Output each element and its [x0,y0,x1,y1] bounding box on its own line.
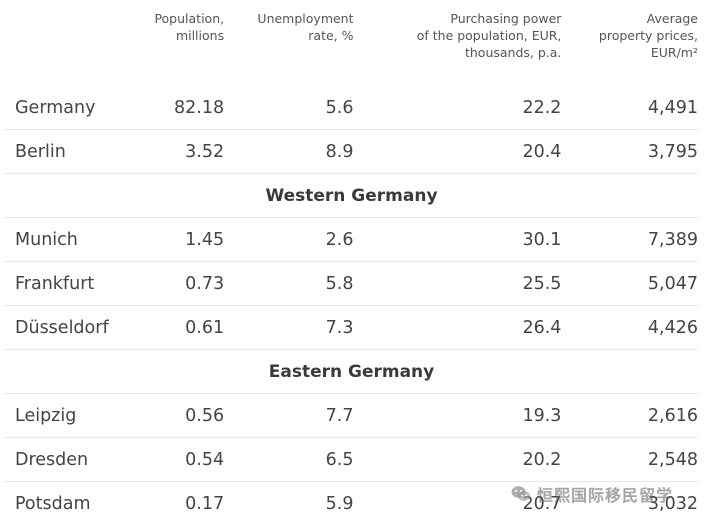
row-property-price: 2,616 [561,394,698,438]
header-name [5,10,102,86]
row-property-price: 5,047 [561,262,698,306]
row-name: Düsseldorf [5,306,102,350]
row-purchasing-power: 20.7 [354,482,562,525]
row-property-price: 4,491 [561,86,698,130]
row-property-price: 7,389 [561,218,698,262]
germany-cities-table: Population, millions Unemployment rate, … [5,10,698,525]
row-name: Leipzig [5,394,102,438]
row-property-price: 3,795 [561,130,698,174]
header-unemployment: Unemployment rate, % [224,10,353,86]
table-row: Munich 1.45 2.6 30.1 7,389 [5,218,698,262]
table-row: Germany 82.18 5.6 22.2 4,491 [5,86,698,130]
row-unemployment: 6.5 [224,438,353,482]
row-purchasing-power: 26.4 [354,306,562,350]
row-property-price: 4,426 [561,306,698,350]
row-unemployment: 5.8 [224,262,353,306]
row-unemployment: 8.9 [224,130,353,174]
row-population: 3.52 [102,130,224,174]
row-purchasing-power: 20.4 [354,130,562,174]
row-purchasing-power: 20.2 [354,438,562,482]
row-name: Dresden [5,438,102,482]
row-purchasing-power: 25.5 [354,262,562,306]
group-heading-western: Western Germany [5,174,698,218]
row-purchasing-power: 22.2 [354,86,562,130]
table-row: Frankfurt 0.73 5.8 25.5 5,047 [5,262,698,306]
row-unemployment: 5.9 [224,482,353,525]
row-name: Frankfurt [5,262,102,306]
table-row: Berlin 3.52 8.9 20.4 3,795 [5,130,698,174]
row-name: Potsdam [5,482,102,525]
row-name: Berlin [5,130,102,174]
row-unemployment: 7.7 [224,394,353,438]
row-unemployment: 5.6 [224,86,353,130]
row-population: 0.56 [102,394,224,438]
row-purchasing-power: 30.1 [354,218,562,262]
row-population: 0.17 [102,482,224,525]
row-property-price: 2,548 [561,438,698,482]
group-heading-eastern: Eastern Germany [5,350,698,394]
header-purchasing-power: Purchasing power of the population, EUR,… [354,10,562,86]
table-row: Düsseldorf 0.61 7.3 26.4 4,426 [5,306,698,350]
row-property-price: 3,032 [561,482,698,525]
header-row: Population, millions Unemployment rate, … [5,10,698,86]
row-unemployment: 7.3 [224,306,353,350]
row-name: Munich [5,218,102,262]
row-population: 0.54 [102,438,224,482]
row-population: 82.18 [102,86,224,130]
row-population: 0.73 [102,262,224,306]
table-row: Leipzig 0.56 7.7 19.3 2,616 [5,394,698,438]
group-row-eastern: Eastern Germany [5,350,698,394]
header-property-prices: Average property prices, EUR/m² [561,10,698,86]
table-row: Dresden 0.54 6.5 20.2 2,548 [5,438,698,482]
row-population: 1.45 [102,218,224,262]
header-population: Population, millions [102,10,224,86]
row-name: Germany [5,86,102,130]
table-row: Potsdam 0.17 5.9 20.7 3,032 [5,482,698,525]
group-row-western: Western Germany [5,174,698,218]
row-purchasing-power: 19.3 [354,394,562,438]
row-population: 0.61 [102,306,224,350]
row-unemployment: 2.6 [224,218,353,262]
